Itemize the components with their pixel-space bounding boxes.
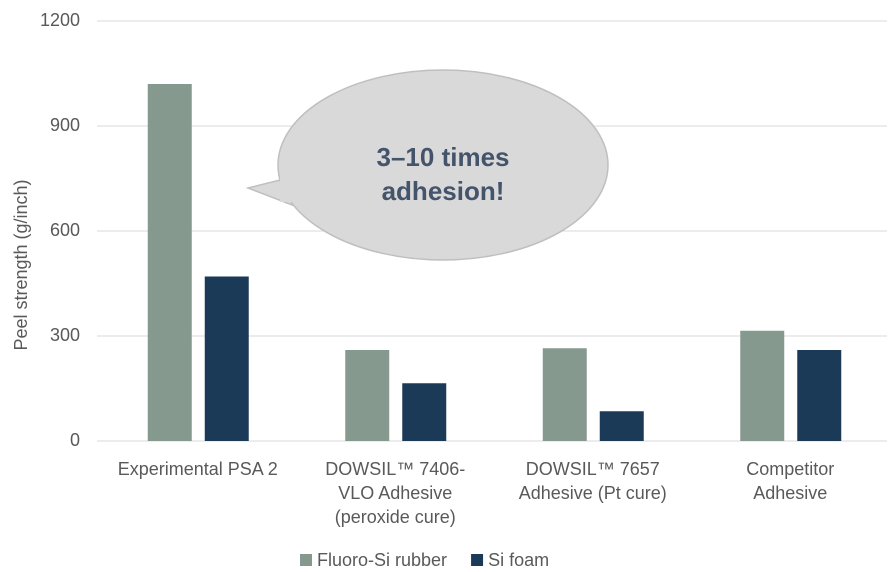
y-axis-label: Peel strength (g/inch) bbox=[11, 179, 31, 350]
x-tick-label: DOWSIL™ 7406- VLO Adhesive (peroxide cur… bbox=[325, 459, 466, 527]
bar bbox=[797, 350, 842, 441]
y-tick-label: 300 bbox=[50, 325, 80, 345]
bar bbox=[740, 330, 785, 441]
x-tick-label: Competitor Adhesive bbox=[746, 459, 835, 503]
y-tick-label: 900 bbox=[50, 115, 80, 135]
y-tick-label: 600 bbox=[50, 220, 80, 240]
bar bbox=[599, 411, 644, 441]
callout-text: 3–10 times adhesion! bbox=[376, 142, 510, 206]
y-tick-label: 0 bbox=[70, 430, 80, 450]
legend-label: Si foam bbox=[488, 550, 549, 570]
bar bbox=[542, 348, 587, 441]
callout-bubble bbox=[277, 69, 609, 261]
bar bbox=[345, 350, 390, 441]
legend-label: Fluoro-Si rubber bbox=[317, 550, 447, 570]
legend-swatch bbox=[471, 554, 484, 566]
x-tick-label: DOWSIL™ 7657 Adhesive (Pt cure) bbox=[518, 459, 667, 503]
legend-swatch bbox=[300, 554, 312, 566]
y-tick-label: 1200 bbox=[40, 10, 80, 30]
x-tick-label: Experimental PSA 2 bbox=[117, 459, 278, 479]
callout-joint bbox=[280, 176, 320, 202]
bar bbox=[204, 276, 249, 441]
bar bbox=[402, 383, 447, 441]
bar bbox=[147, 84, 192, 441]
